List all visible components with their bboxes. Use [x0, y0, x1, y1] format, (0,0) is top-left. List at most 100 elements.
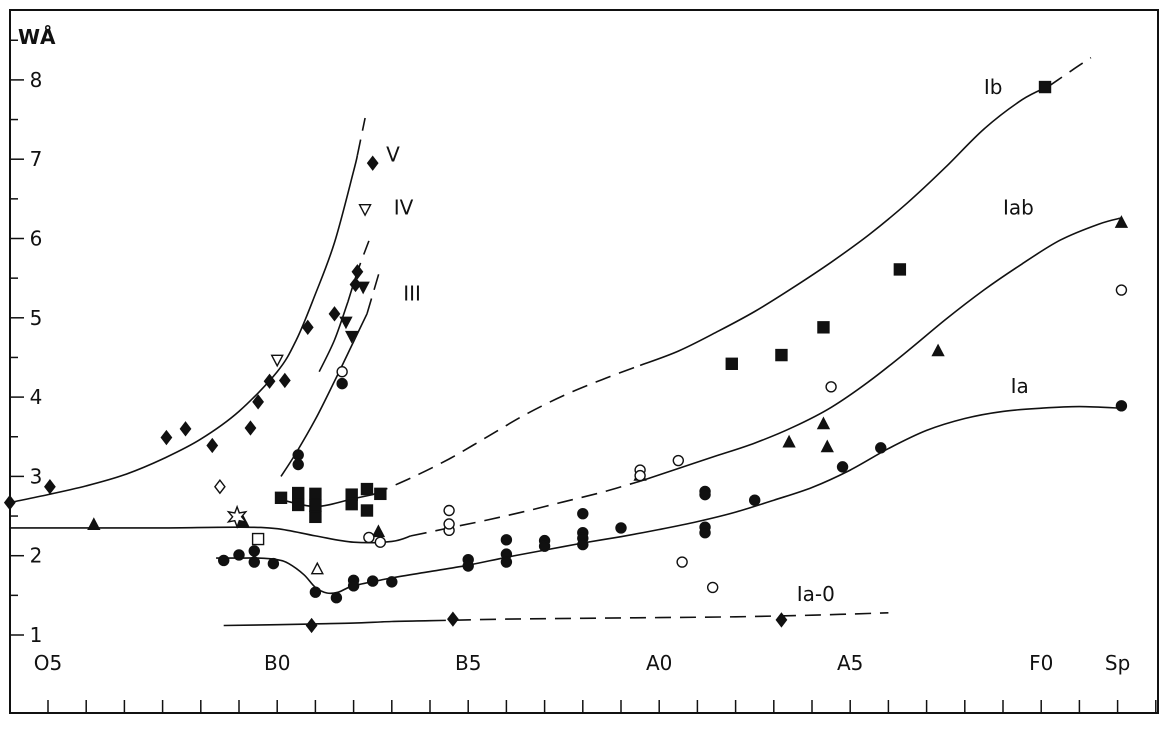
curve-ib-dashed: [372, 364, 641, 496]
filled-circle-marker: [336, 377, 348, 390]
open-star-marker: [226, 504, 248, 529]
filled-circle-marker: [292, 449, 304, 461]
curve-iab-solid: [639, 217, 1122, 482]
filled-circle-marker: [699, 527, 711, 539]
open-diamond-marker: [214, 479, 226, 495]
filled-circle-marker: [836, 461, 849, 473]
filled-circle-marker: [347, 580, 360, 592]
filled-square-marker: [309, 510, 322, 524]
data-markers: [3, 80, 1129, 634]
x-tick-label: F0: [1029, 651, 1053, 675]
filled-diamond-marker: [252, 394, 264, 410]
open-circle-marker: [443, 518, 455, 530]
y-tick-label: 2: [30, 544, 43, 568]
filled-diamond-marker: [301, 319, 314, 335]
filled-square-marker: [775, 348, 788, 362]
curve-label: Ia-0: [797, 582, 835, 606]
x-tick-label: A5: [837, 651, 863, 675]
curve-ia-0-dashed: [429, 612, 889, 622]
filled-square-marker: [725, 357, 738, 370]
y-tick-label: 6: [30, 227, 43, 251]
curve-v-dashed: [356, 117, 366, 156]
filled-circle-marker: [538, 540, 551, 552]
filled-triangle-up-marker: [782, 434, 796, 448]
open-triangle-down-marker: [358, 203, 372, 217]
y-tick-label: 5: [30, 306, 43, 330]
filled-square-marker: [309, 487, 322, 501]
curve-label: V: [386, 143, 400, 167]
curve-iii-dashed: [366, 268, 382, 315]
open-triangle-down-marker: [270, 354, 284, 368]
filled-circle-marker: [1115, 400, 1128, 412]
filled-circle-marker: [577, 507, 589, 520]
x-tick-label: B5: [455, 651, 481, 675]
curve-ib-solid: [277, 493, 373, 508]
filled-circle-marker: [462, 560, 474, 572]
filled-circle-marker: [292, 458, 304, 471]
filled-triangle-down-marker: [345, 330, 359, 344]
filled-circle-marker: [330, 592, 343, 604]
filled-circle-marker: [699, 488, 711, 501]
filled-triangle-down-marker: [356, 281, 370, 295]
curve-label: Ia: [1011, 374, 1029, 398]
filled-circle-marker: [500, 534, 513, 546]
plot-frame: [9, 9, 1159, 714]
filled-circle-marker: [500, 556, 513, 568]
filled-diamond-marker: [328, 306, 341, 322]
filled-circle-marker: [267, 557, 280, 570]
filled-triangle-up-marker: [371, 524, 386, 538]
filled-diamond-marker: [351, 264, 364, 280]
filled-square-marker: [292, 498, 305, 512]
y-tick-label: 3: [30, 464, 43, 488]
filled-diamond-marker: [244, 420, 257, 436]
filled-triangle-down-marker: [339, 316, 353, 330]
filled-circle-marker: [218, 554, 230, 567]
open-circle-marker: [825, 381, 837, 393]
y-tick-label: 4: [30, 385, 43, 409]
filled-circle-marker: [309, 586, 322, 598]
curve-ib-dashed: [1048, 57, 1092, 87]
open-circle-marker: [336, 366, 348, 378]
filled-diamond-marker: [447, 611, 459, 627]
y-axis-label: WÅ: [18, 25, 56, 49]
filled-diamond-marker: [160, 429, 173, 446]
filled-square-marker: [360, 482, 374, 496]
filled-square-marker: [292, 486, 305, 500]
filled-circle-marker: [248, 556, 260, 568]
curve-v-solid: [9, 155, 359, 504]
filled-triangle-up-marker: [87, 517, 101, 530]
y-tick-label: 7: [30, 147, 43, 171]
open-circle-marker: [1115, 284, 1128, 296]
filled-circle-marker: [577, 538, 589, 551]
y-tick-label: 1: [30, 623, 43, 647]
open-triangle-up-marker: [310, 561, 324, 575]
filled-triangle-up-marker: [820, 439, 834, 453]
x-tick-label: B0: [264, 651, 290, 675]
filled-circle-marker: [749, 494, 761, 506]
curve-ia-0-solid: [223, 619, 431, 627]
curve-ia-solid: [216, 405, 1122, 595]
filled-diamond-marker: [263, 373, 276, 389]
filled-circle-marker: [386, 576, 398, 588]
filled-circle-marker: [367, 575, 379, 587]
filled-square-marker: [360, 504, 374, 517]
filled-triangle-up-marker: [816, 416, 831, 430]
filled-diamond-marker: [3, 494, 16, 511]
filled-square-marker: [274, 491, 288, 505]
filled-circle-marker: [248, 545, 260, 557]
filled-square-marker: [893, 263, 907, 276]
x-tick-label: Sp: [1105, 651, 1130, 675]
filled-square-marker: [345, 497, 358, 511]
curve-iab-solid: [9, 526, 412, 544]
curve-label: Ib: [984, 75, 1003, 99]
open-circle-marker: [706, 581, 719, 594]
filled-square-marker: [374, 487, 387, 501]
filled-diamond-marker: [44, 479, 56, 495]
x-tick-label: O5: [34, 651, 62, 675]
filled-triangle-up-marker: [1114, 215, 1129, 228]
open-circle-marker: [634, 469, 646, 482]
open-square-marker: [251, 532, 265, 546]
open-circle-marker: [374, 536, 387, 548]
filled-square-marker: [1038, 80, 1052, 94]
y-tick-label: 8: [30, 68, 43, 92]
